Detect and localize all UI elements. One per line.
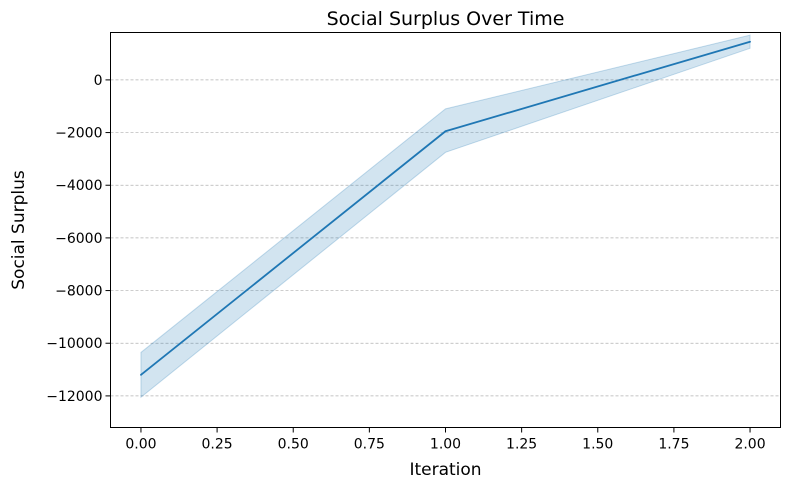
x-tick-label: 0.75 xyxy=(354,437,385,453)
y-tick-label: −10000 xyxy=(46,336,102,352)
y-axis-label: Social Surplus xyxy=(9,170,29,290)
x-tick-label: 0.00 xyxy=(125,437,156,453)
data-point xyxy=(749,40,751,43)
y-tick-label: −2000 xyxy=(55,126,102,142)
x-tick-label: 1.00 xyxy=(430,437,461,453)
x-tick-label: 1.50 xyxy=(582,437,613,453)
y-tick-label: −8000 xyxy=(55,284,102,300)
grid xyxy=(110,79,781,397)
confidence-band xyxy=(140,34,751,399)
series-line-layer xyxy=(140,40,751,376)
x-tick-label: 0.25 xyxy=(202,437,233,453)
x-tick-label: 1.25 xyxy=(506,437,537,453)
y-tick-label: −4000 xyxy=(55,178,102,194)
x-axis-label: Iteration xyxy=(409,460,481,480)
chart-title: Social Surplus Over Time xyxy=(327,8,565,30)
x-tick-label: 2.00 xyxy=(734,437,765,453)
x-tick-label: 0.50 xyxy=(278,437,309,453)
y-axis-ticks: 0 −2000 −4000 −6000 −8000 −10000 −12000 xyxy=(46,73,111,405)
x-axis-ticks: 0.00 0.25 0.50 0.75 1.00 1.25 1.50 1.75 2.00 xyxy=(125,427,766,453)
y-tick-label: 0 xyxy=(94,73,103,89)
x-tick-label: 1.75 xyxy=(658,437,689,453)
series-line xyxy=(140,40,751,376)
confidence-band-layer xyxy=(140,34,751,399)
y-tick-label: −6000 xyxy=(55,231,102,247)
data-point xyxy=(140,373,142,376)
data-point xyxy=(444,130,447,133)
plot-frame xyxy=(110,32,781,428)
y-tick-label: −12000 xyxy=(46,389,102,405)
